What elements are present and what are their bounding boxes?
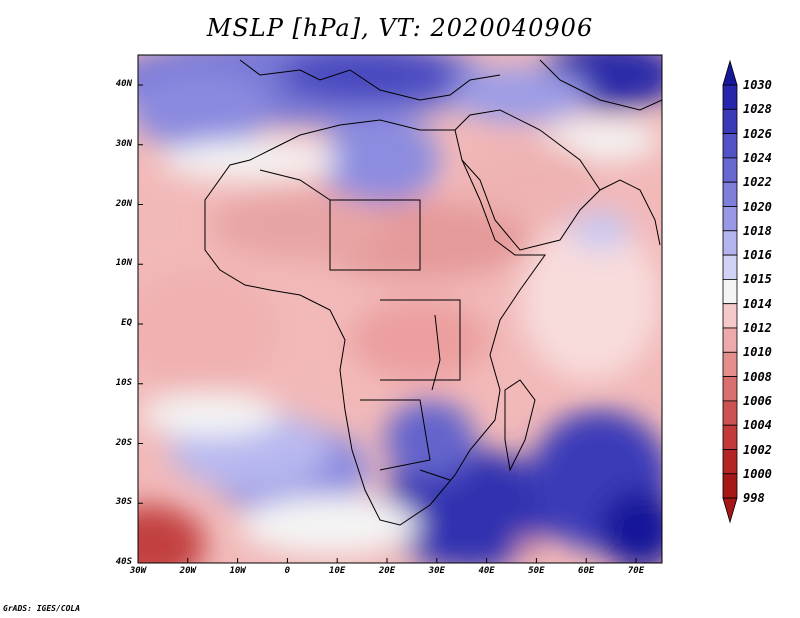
- lon-label: 10W: [229, 566, 246, 576]
- colorbar-swatch: [722, 400, 738, 426]
- lon-label: 30E: [428, 566, 445, 576]
- lat-label: 30N: [115, 138, 132, 149]
- lat-label: 40S: [115, 557, 132, 567]
- colorbar-label: 998: [743, 491, 765, 506]
- lat-label: 10N: [115, 258, 132, 269]
- colorbar-swatch: [722, 351, 738, 377]
- colorbar-swatch: [722, 424, 738, 450]
- plot-frame: [137, 54, 663, 564]
- colorbar-label: 1014: [743, 296, 772, 311]
- colorbar-swatch: [722, 254, 738, 280]
- credit-text: GrADS: IGES/COLA: [3, 604, 81, 613]
- lon-label: 10E: [329, 566, 346, 576]
- colorbar-label: 1000: [743, 466, 772, 481]
- lat-label: EQ: [121, 318, 132, 328]
- colorbar-swatch: [722, 108, 738, 135]
- map-title: MSLP [hPa], VT: 2020040906: [206, 14, 594, 42]
- lat-label: 30S: [115, 497, 132, 508]
- colorbar-swatch: [722, 278, 738, 305]
- colorbar-top-arrow: [722, 59, 738, 86]
- colorbar-label: 1004: [743, 418, 772, 433]
- colorbar-swatch: [722, 303, 738, 329]
- lon-label: 40E: [478, 566, 495, 576]
- colorbar-label: 1026: [743, 126, 772, 141]
- colorbar-label: 1020: [743, 199, 772, 214]
- colorbar-swatch: [722, 133, 738, 159]
- lon-label: 70E: [627, 566, 645, 576]
- pressure-field: [138, 55, 662, 563]
- lon-label: 30W: [129, 566, 147, 576]
- colorbar-swatch: [722, 157, 738, 183]
- lon-label: 20W: [179, 566, 196, 576]
- colorbar-swatch: [722, 473, 738, 499]
- colorbar-bottom-arrow: [722, 497, 738, 524]
- colorbar-swatch: [722, 84, 738, 110]
- colorbar-label: 1010: [743, 345, 772, 360]
- lon-label: 60E: [578, 566, 595, 576]
- axis-ticks: [137, 84, 637, 564]
- lon-label: 20E: [378, 566, 396, 576]
- colorbar-label: 1024: [743, 150, 772, 165]
- colorbar-label: 1008: [743, 369, 772, 384]
- coastlines: [204, 59, 662, 526]
- colorbar-label: 1015: [743, 272, 772, 287]
- colorbar-label: 1022: [743, 175, 772, 190]
- colorbar-swatch: [722, 206, 738, 232]
- colorbar-label: 1018: [743, 223, 772, 238]
- colorbar-label: 1028: [743, 102, 772, 117]
- colorbar-swatch: [722, 327, 738, 353]
- colorbar-label: 1002: [743, 442, 772, 457]
- colorbar-swatch: [722, 230, 738, 256]
- colorbar-swatch: [722, 181, 738, 207]
- colorbar-label: 1006: [743, 393, 772, 408]
- colorbar-label: 1030: [743, 78, 772, 92]
- colorbar-swatch: [722, 449, 738, 475]
- lat-label: 20S: [115, 437, 132, 448]
- colorbar-label: 1016: [743, 248, 772, 263]
- lon-label: 0: [284, 566, 291, 576]
- lon-label: 50E: [528, 566, 545, 576]
- colorbar-swatch: [722, 376, 738, 402]
- lat-label: 20N: [115, 198, 132, 209]
- lat-label: 40N: [115, 79, 132, 89]
- lat-label: 10S: [115, 377, 132, 388]
- colorbar-label: 1012: [743, 321, 772, 335]
